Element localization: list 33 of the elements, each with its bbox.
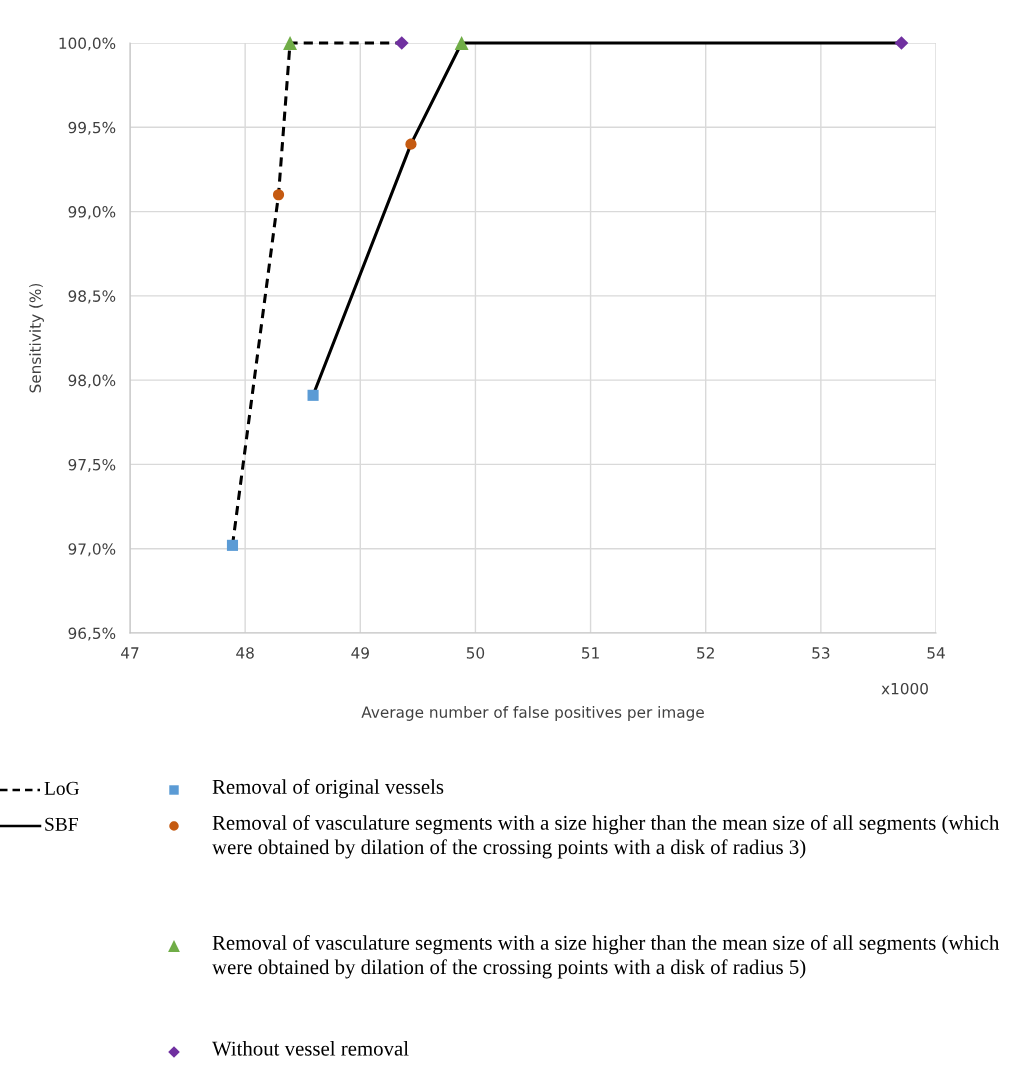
- x-tick-label: 48: [236, 647, 254, 659]
- text: x1000: [881, 682, 928, 695]
- point: [394, 36, 409, 50]
- legend-label: Removal of vasculature segments with a size higher than the mean size of all segments (which were obtained by dilation of the crossing points with a disk of radius 5): [212, 935, 1000, 979]
- x-tick-label: 47: [121, 647, 139, 659]
- y-tick-label: 97,0%: [68, 543, 116, 557]
- y-tick-label: 96,5%: [68, 627, 116, 641]
- y-tick-label: 97,5%: [68, 458, 116, 473]
- y-tick-label: 98,5%: [68, 290, 116, 304]
- x-tick-label: 53: [812, 647, 830, 659]
- y-axis-title: Sensitivity (%): [29, 283, 44, 393]
- legend-label: SBF: [45, 817, 78, 831]
- point: [283, 36, 297, 50]
- y-tick-label: 100,0%: [59, 37, 116, 51]
- x-tick-label: 49: [351, 647, 369, 659]
- legend-label: Removal of vasculature segments with a size higher than the mean size of all segments (which were obtained by dilation of the crossing points with a disk of radius 3): [212, 815, 1000, 859]
- point: [454, 36, 469, 50]
- x-tick-label: 50: [466, 647, 485, 659]
- point: [894, 36, 909, 50]
- point: [226, 539, 239, 551]
- legend-label: Removal of original vessels: [212, 779, 444, 799]
- legend-label: LoG: [44, 781, 80, 795]
- y-tick-label: 99,0%: [68, 206, 116, 220]
- x-tick-label: 51: [582, 647, 599, 659]
- y-tick-label: 99,5%: [68, 121, 116, 135]
- point: [272, 189, 285, 201]
- point: [405, 138, 417, 150]
- x-axis-title: Average number of false positives per image: [361, 706, 704, 721]
- x-tick-label: 52: [697, 647, 714, 659]
- legend-label: Without vessel removal: [212, 1041, 409, 1056]
- y-tick-label: 98,0%: [68, 374, 116, 388]
- x-tick-label: 54: [927, 647, 945, 659]
- point: [307, 389, 319, 401]
